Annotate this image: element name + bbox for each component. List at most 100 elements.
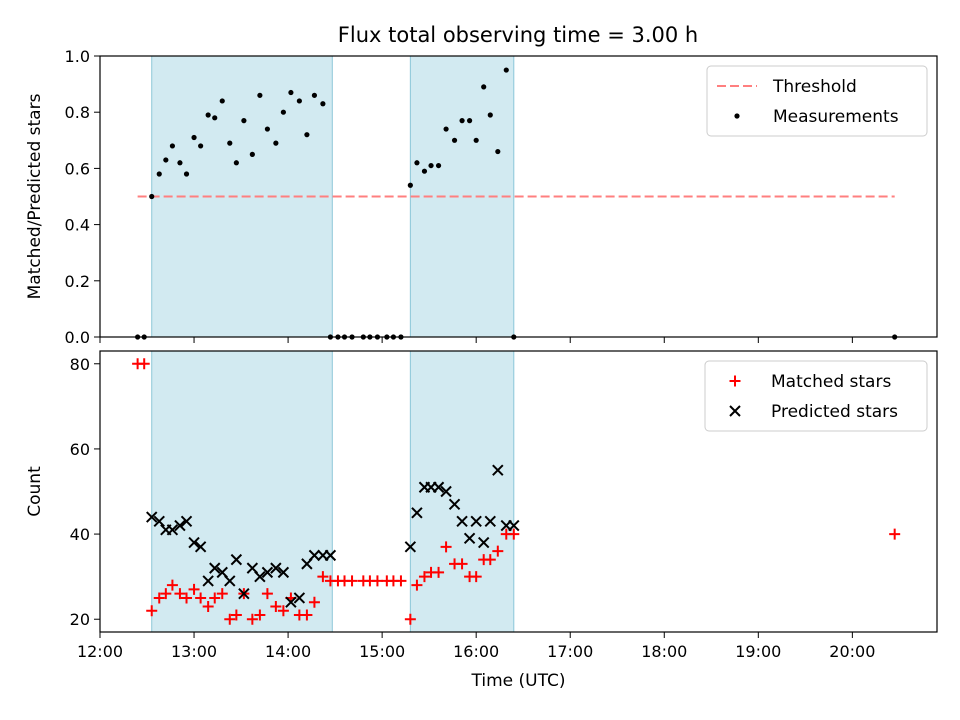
x-tick-label: 18:00 — [641, 642, 687, 661]
y-tick-label: 0.4 — [65, 216, 90, 235]
measurement-point — [407, 182, 413, 188]
matched-star-point — [433, 566, 445, 578]
measurement-point — [264, 126, 270, 132]
predicted-star-point — [293, 592, 306, 604]
matched-star-point — [174, 588, 186, 600]
measurement-point — [443, 126, 449, 132]
predicted-star-point — [440, 485, 452, 498]
matched-star-point — [138, 358, 150, 370]
legend: Matched stars Predicted stars — [704, 360, 928, 432]
measurement-point — [257, 92, 263, 98]
predicted-star-point — [209, 562, 221, 574]
measurement-point — [249, 151, 255, 157]
y-tick-label: 80 — [70, 355, 90, 374]
matched-star-point — [395, 575, 407, 587]
matched-star-point — [224, 613, 236, 625]
y-axis-label: Count — [25, 466, 45, 517]
predicted-star-point — [188, 536, 200, 549]
matched-star-point — [160, 588, 172, 600]
measurement-point — [273, 140, 279, 146]
matched-star-point — [346, 575, 358, 587]
predicted-star-point — [470, 515, 482, 528]
x-tick-label: 16:00 — [453, 642, 499, 661]
measurement-point — [227, 140, 233, 146]
measurement-point — [459, 118, 465, 124]
predicted-star-point — [174, 519, 186, 532]
predicted-star-point — [477, 536, 490, 549]
matched-star-point — [195, 592, 207, 604]
matched-star-point — [181, 592, 193, 604]
legend-measurement-swatch — [734, 113, 740, 119]
ratio-panel: 0.0 0.2 0.4 0.6 0.8 1.0 Matched/Predicted star… — [25, 47, 938, 347]
x-tick-label: 19:00 — [735, 642, 781, 661]
matched-star-point — [230, 609, 242, 621]
predicted-star-point — [277, 566, 290, 579]
x-axis-label: Time (UTC) — [471, 671, 566, 691]
matched-star-point — [492, 545, 504, 557]
measurement-point — [156, 171, 162, 177]
measurement-point — [212, 115, 218, 121]
measurement-point — [280, 109, 286, 115]
measurement-point — [435, 162, 442, 169]
predicted-star-point — [202, 575, 214, 587]
predicted-star-point — [261, 566, 274, 579]
predicted-star-point — [224, 575, 236, 587]
y-tick-label: 0.8 — [65, 103, 90, 122]
matched-star-point — [246, 613, 258, 625]
predicted-star-point — [238, 587, 250, 600]
matched-star-point — [411, 579, 423, 591]
x-tick-label: 12:00 — [77, 642, 123, 661]
measurement-point — [320, 101, 326, 107]
legend-label: Threshold — [772, 77, 857, 97]
predicted-star-point — [432, 481, 445, 493]
axes-frame — [99, 55, 938, 338]
predicted-star-point — [194, 541, 207, 553]
legend-label: Matched stars — [771, 372, 891, 392]
matched-star-point — [308, 596, 320, 608]
legend-frame — [704, 360, 928, 432]
predicted-star-point — [153, 515, 165, 528]
predicted-star-point — [146, 511, 158, 523]
predicted-star-point — [411, 507, 423, 519]
y-tick-label: 0.2 — [65, 272, 90, 291]
predicted-star-point — [404, 541, 417, 553]
matched-star-point — [153, 592, 165, 604]
x-tick-label: 20:00 — [829, 642, 875, 661]
matched-star-point — [270, 600, 282, 612]
measurement-point — [466, 118, 473, 124]
measurement-point — [481, 84, 487, 90]
predicted-star-point — [484, 515, 496, 528]
measurement-point — [311, 92, 318, 98]
x-tick-label: 14:00 — [265, 642, 311, 661]
matched-star-point — [166, 579, 178, 591]
count-panel: 20 40 60 80 12:00 13:00 14:00 15:00 16:00 17:00 18… — [25, 350, 938, 691]
predicted-star-point — [285, 596, 297, 608]
matched-star-point — [889, 528, 901, 540]
predicted-star-point — [456, 515, 468, 528]
measurement-point — [205, 112, 211, 118]
matched-star-point — [484, 554, 496, 566]
matched-star-point — [202, 600, 214, 612]
matched-star-point — [277, 605, 289, 617]
legend: Threshold Measurements — [706, 65, 928, 137]
measurement-point — [503, 67, 509, 73]
matched-star-point — [456, 558, 468, 570]
predicted-star-point — [463, 532, 476, 545]
matched-star-point — [371, 575, 383, 587]
measurement-point — [177, 160, 183, 166]
matched-star-point — [254, 609, 266, 621]
legend-matched-swatch — [729, 375, 741, 387]
measurement-point — [288, 89, 294, 96]
matched-star-point — [508, 528, 520, 540]
measurement-point — [198, 143, 204, 149]
matched-star-point — [470, 571, 482, 583]
measurement-point — [473, 137, 479, 143]
legend-frame — [706, 65, 928, 137]
measurement-point — [451, 137, 458, 143]
measurement-point — [428, 162, 434, 169]
matched-star-point — [261, 588, 273, 600]
x-tick-label: 15:00 — [359, 642, 405, 661]
matched-star-point — [209, 592, 221, 604]
predicted-star-point — [230, 553, 243, 566]
